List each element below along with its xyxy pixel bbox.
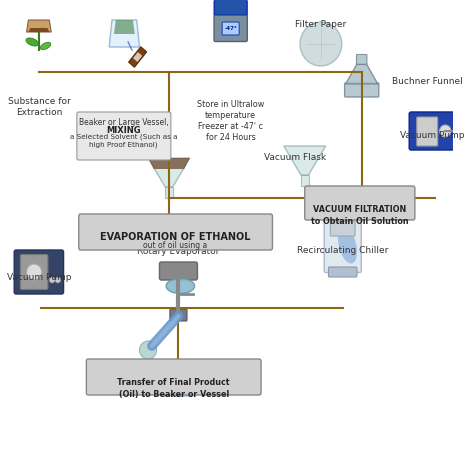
FancyBboxPatch shape [20,254,48,290]
FancyBboxPatch shape [409,112,455,150]
Polygon shape [148,158,190,169]
Circle shape [27,264,42,280]
Text: Vacuum Pump: Vacuum Pump [7,273,71,282]
FancyBboxPatch shape [356,55,367,65]
FancyBboxPatch shape [159,262,198,280]
Polygon shape [148,158,190,187]
Polygon shape [301,175,309,186]
Polygon shape [28,28,49,32]
Circle shape [139,341,156,359]
Polygon shape [164,368,193,396]
Text: Buchner Funnel: Buchner Funnel [392,78,463,87]
Circle shape [300,22,342,66]
Circle shape [49,277,55,283]
FancyBboxPatch shape [77,112,171,160]
Polygon shape [27,20,51,32]
FancyBboxPatch shape [417,117,438,146]
Text: Store in Ultralow
temperature
Freezer at -47' c
for 24 Hours: Store in Ultralow temperature Freezer at… [197,100,264,142]
Text: Substance for
Extraction: Substance for Extraction [8,97,70,117]
Polygon shape [128,47,146,67]
Polygon shape [114,20,135,34]
FancyBboxPatch shape [324,218,361,273]
FancyBboxPatch shape [222,22,239,35]
Polygon shape [109,20,139,47]
Ellipse shape [338,227,357,263]
FancyBboxPatch shape [86,359,261,395]
Ellipse shape [26,38,38,46]
FancyBboxPatch shape [305,186,415,220]
Text: Recirculating Chiller: Recirculating Chiller [297,246,388,255]
FancyBboxPatch shape [170,309,187,321]
Text: Beaker or Large Vessel,: Beaker or Large Vessel, [79,118,168,127]
FancyBboxPatch shape [330,221,355,236]
Polygon shape [169,368,188,380]
Ellipse shape [166,278,195,293]
Text: Vacuum Flask: Vacuum Flask [264,153,326,162]
Polygon shape [133,52,142,62]
FancyBboxPatch shape [215,0,247,15]
Text: EVAPORATION OF ETHANOL: EVAPORATION OF ETHANOL [100,232,251,242]
Text: a Selected Solvent (Such as a: a Selected Solvent (Such as a [70,134,177,140]
Circle shape [439,125,451,137]
Text: MIXING: MIXING [106,126,141,135]
FancyBboxPatch shape [214,0,247,41]
Text: Transfer of Final Product
(Oil) to Beaker or Vessel: Transfer of Final Product (Oil) to Beake… [118,378,230,399]
Text: high Proof Ethanol): high Proof Ethanol) [89,142,158,148]
Text: -47°: -47° [224,25,237,31]
Ellipse shape [40,42,51,50]
Polygon shape [284,146,326,175]
Polygon shape [165,187,173,198]
Text: Vacuum Pump: Vacuum Pump [400,131,464,140]
Text: Filter Paper: Filter Paper [295,20,346,29]
Text: out of oil using a: out of oil using a [144,241,208,250]
Text: VACUUM FILTRATION
to Obtain Oil Solution: VACUUM FILTRATION to Obtain Oil Solution [311,205,409,226]
Polygon shape [346,64,378,84]
FancyBboxPatch shape [14,250,64,294]
FancyBboxPatch shape [328,267,357,277]
FancyBboxPatch shape [79,214,273,250]
Text: Rotary Evaporator: Rotary Evaporator [137,247,219,256]
Circle shape [55,277,61,283]
Text: Oil Solution: Oil Solution [143,218,195,227]
FancyBboxPatch shape [345,83,379,97]
